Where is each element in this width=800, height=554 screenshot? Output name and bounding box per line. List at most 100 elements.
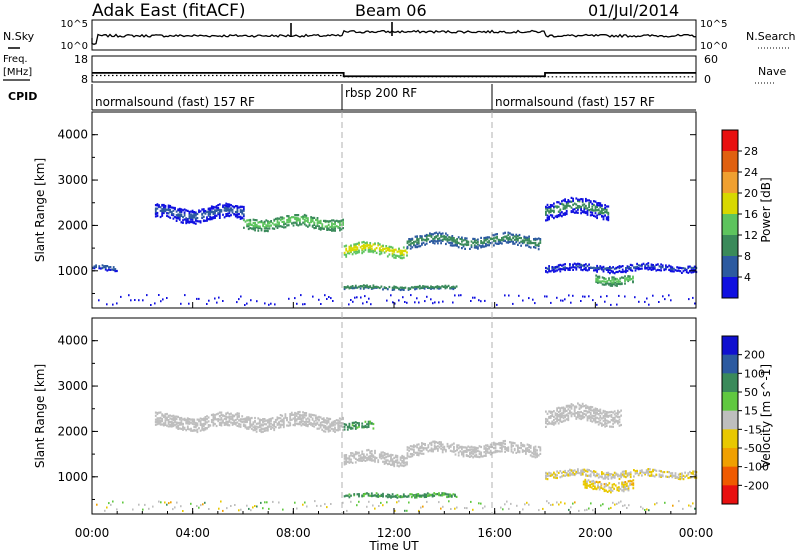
range-gate-cell — [166, 208, 168, 211]
noise-cell — [134, 299, 136, 301]
range-gate-cell — [270, 422, 272, 425]
range-gate-cell — [390, 463, 392, 466]
range-gate-cell — [292, 417, 295, 420]
range-gate-cell — [580, 406, 582, 409]
range-gate-cell — [302, 417, 304, 420]
noise-cell — [144, 503, 146, 506]
range-gate-cell — [294, 424, 296, 427]
noise-cell — [572, 502, 574, 505]
range-gate-cell — [528, 237, 530, 240]
range-gate-cell — [366, 459, 368, 462]
range-gate-cell — [652, 468, 654, 471]
range-gate-cell — [502, 238, 505, 241]
range-gate-cell — [456, 244, 458, 247]
range-gate-cell — [472, 241, 474, 244]
range-gate-cell — [602, 419, 605, 422]
noise-cell — [622, 504, 624, 507]
range-gate-cell — [185, 217, 188, 220]
colorbar-swatch — [722, 373, 738, 393]
range-gate-cell — [570, 403, 573, 406]
noise-cell — [570, 506, 572, 509]
range-gate-cell — [586, 470, 589, 473]
range-gate-cell — [404, 495, 407, 498]
range-gate-cell — [322, 421, 325, 424]
range-gate-cell — [548, 410, 550, 413]
range-gate-cell — [322, 430, 325, 433]
range-gate-cell — [404, 457, 407, 460]
range-gate-cell — [276, 422, 279, 425]
range-gate-cell — [372, 286, 375, 289]
range-gate-cell — [556, 409, 558, 412]
range-gate-cell — [166, 412, 168, 416]
range-gate-cell — [581, 470, 584, 473]
range-gate-cell — [154, 414, 157, 417]
colorbar-tick-label: 4 — [744, 271, 751, 284]
range-gate-cell — [561, 471, 563, 475]
noise-cell — [574, 501, 576, 504]
range-gate-cell — [225, 412, 228, 415]
noise-cell — [570, 301, 572, 304]
noise-cell — [238, 509, 240, 512]
range-gate-cell — [281, 420, 284, 423]
noise-cell — [484, 505, 486, 508]
range-gate-cell — [677, 473, 680, 476]
nave-label: Nave — [758, 65, 786, 78]
range-gate-cell — [343, 457, 346, 460]
range-gate-cell — [569, 471, 571, 474]
range-gate-cell — [657, 268, 659, 271]
noise-cell — [580, 300, 582, 302]
range-gate-cell — [601, 283, 604, 286]
range-gate-cell — [472, 450, 474, 453]
noise-cell — [442, 300, 444, 303]
range-gate-cell — [321, 424, 324, 427]
range-gate-cell — [412, 494, 415, 497]
noise-cell — [256, 505, 258, 508]
range-gate-cell — [191, 220, 194, 223]
range-gate-cell — [684, 267, 686, 270]
range-gate-cell — [217, 204, 220, 207]
range-gate-cell — [449, 495, 452, 498]
range-gate-cell — [622, 488, 625, 491]
range-gate-cell — [287, 424, 290, 427]
range-gate-cell — [106, 265, 109, 268]
range-gate-cell — [512, 451, 514, 454]
range-gate-cell — [177, 213, 180, 216]
range-gate-cell — [502, 440, 505, 443]
range-gate-cell — [188, 213, 191, 216]
range-gate-cell — [628, 267, 630, 270]
range-gate-cell — [335, 225, 338, 228]
range-gate-cell — [553, 266, 555, 269]
range-gate-cell — [556, 474, 558, 477]
range-gate-cell — [596, 202, 598, 205]
range-gate-cell — [462, 453, 465, 456]
range-gate-cell — [198, 210, 200, 214]
range-gate-cell — [596, 270, 598, 273]
range-gate-cell — [435, 231, 438, 234]
range-gate-cell — [447, 284, 450, 287]
range-gate-cell — [525, 236, 527, 239]
range-gate-cell — [278, 426, 280, 429]
range-gate-cell — [509, 240, 511, 243]
range-gate-cell — [453, 244, 455, 247]
range-gate-cell — [289, 419, 292, 422]
range-gate-cell — [294, 216, 296, 219]
range-gate-cell — [282, 422, 285, 425]
range-gate-cell — [278, 222, 280, 226]
noise-cell — [246, 302, 248, 305]
range-gate-cell — [263, 230, 266, 233]
range-gate-cell — [430, 285, 432, 288]
range-gate-cell — [414, 451, 417, 454]
range-gate-cell — [273, 427, 276, 430]
noise-cell — [306, 505, 308, 508]
range-gate-cell — [196, 430, 199, 434]
range-gate-cell — [174, 216, 176, 219]
range-gate-cell — [502, 236, 505, 239]
range-gate-cell — [334, 426, 336, 429]
range-gate-cell — [345, 454, 348, 457]
range-gate-cell — [477, 455, 479, 458]
range-gate-cell — [583, 416, 586, 419]
range-gate-cell — [380, 252, 383, 255]
range-gate-cell — [172, 217, 175, 220]
range-gate-cell — [231, 211, 234, 214]
range-gate-cell — [362, 240, 365, 244]
